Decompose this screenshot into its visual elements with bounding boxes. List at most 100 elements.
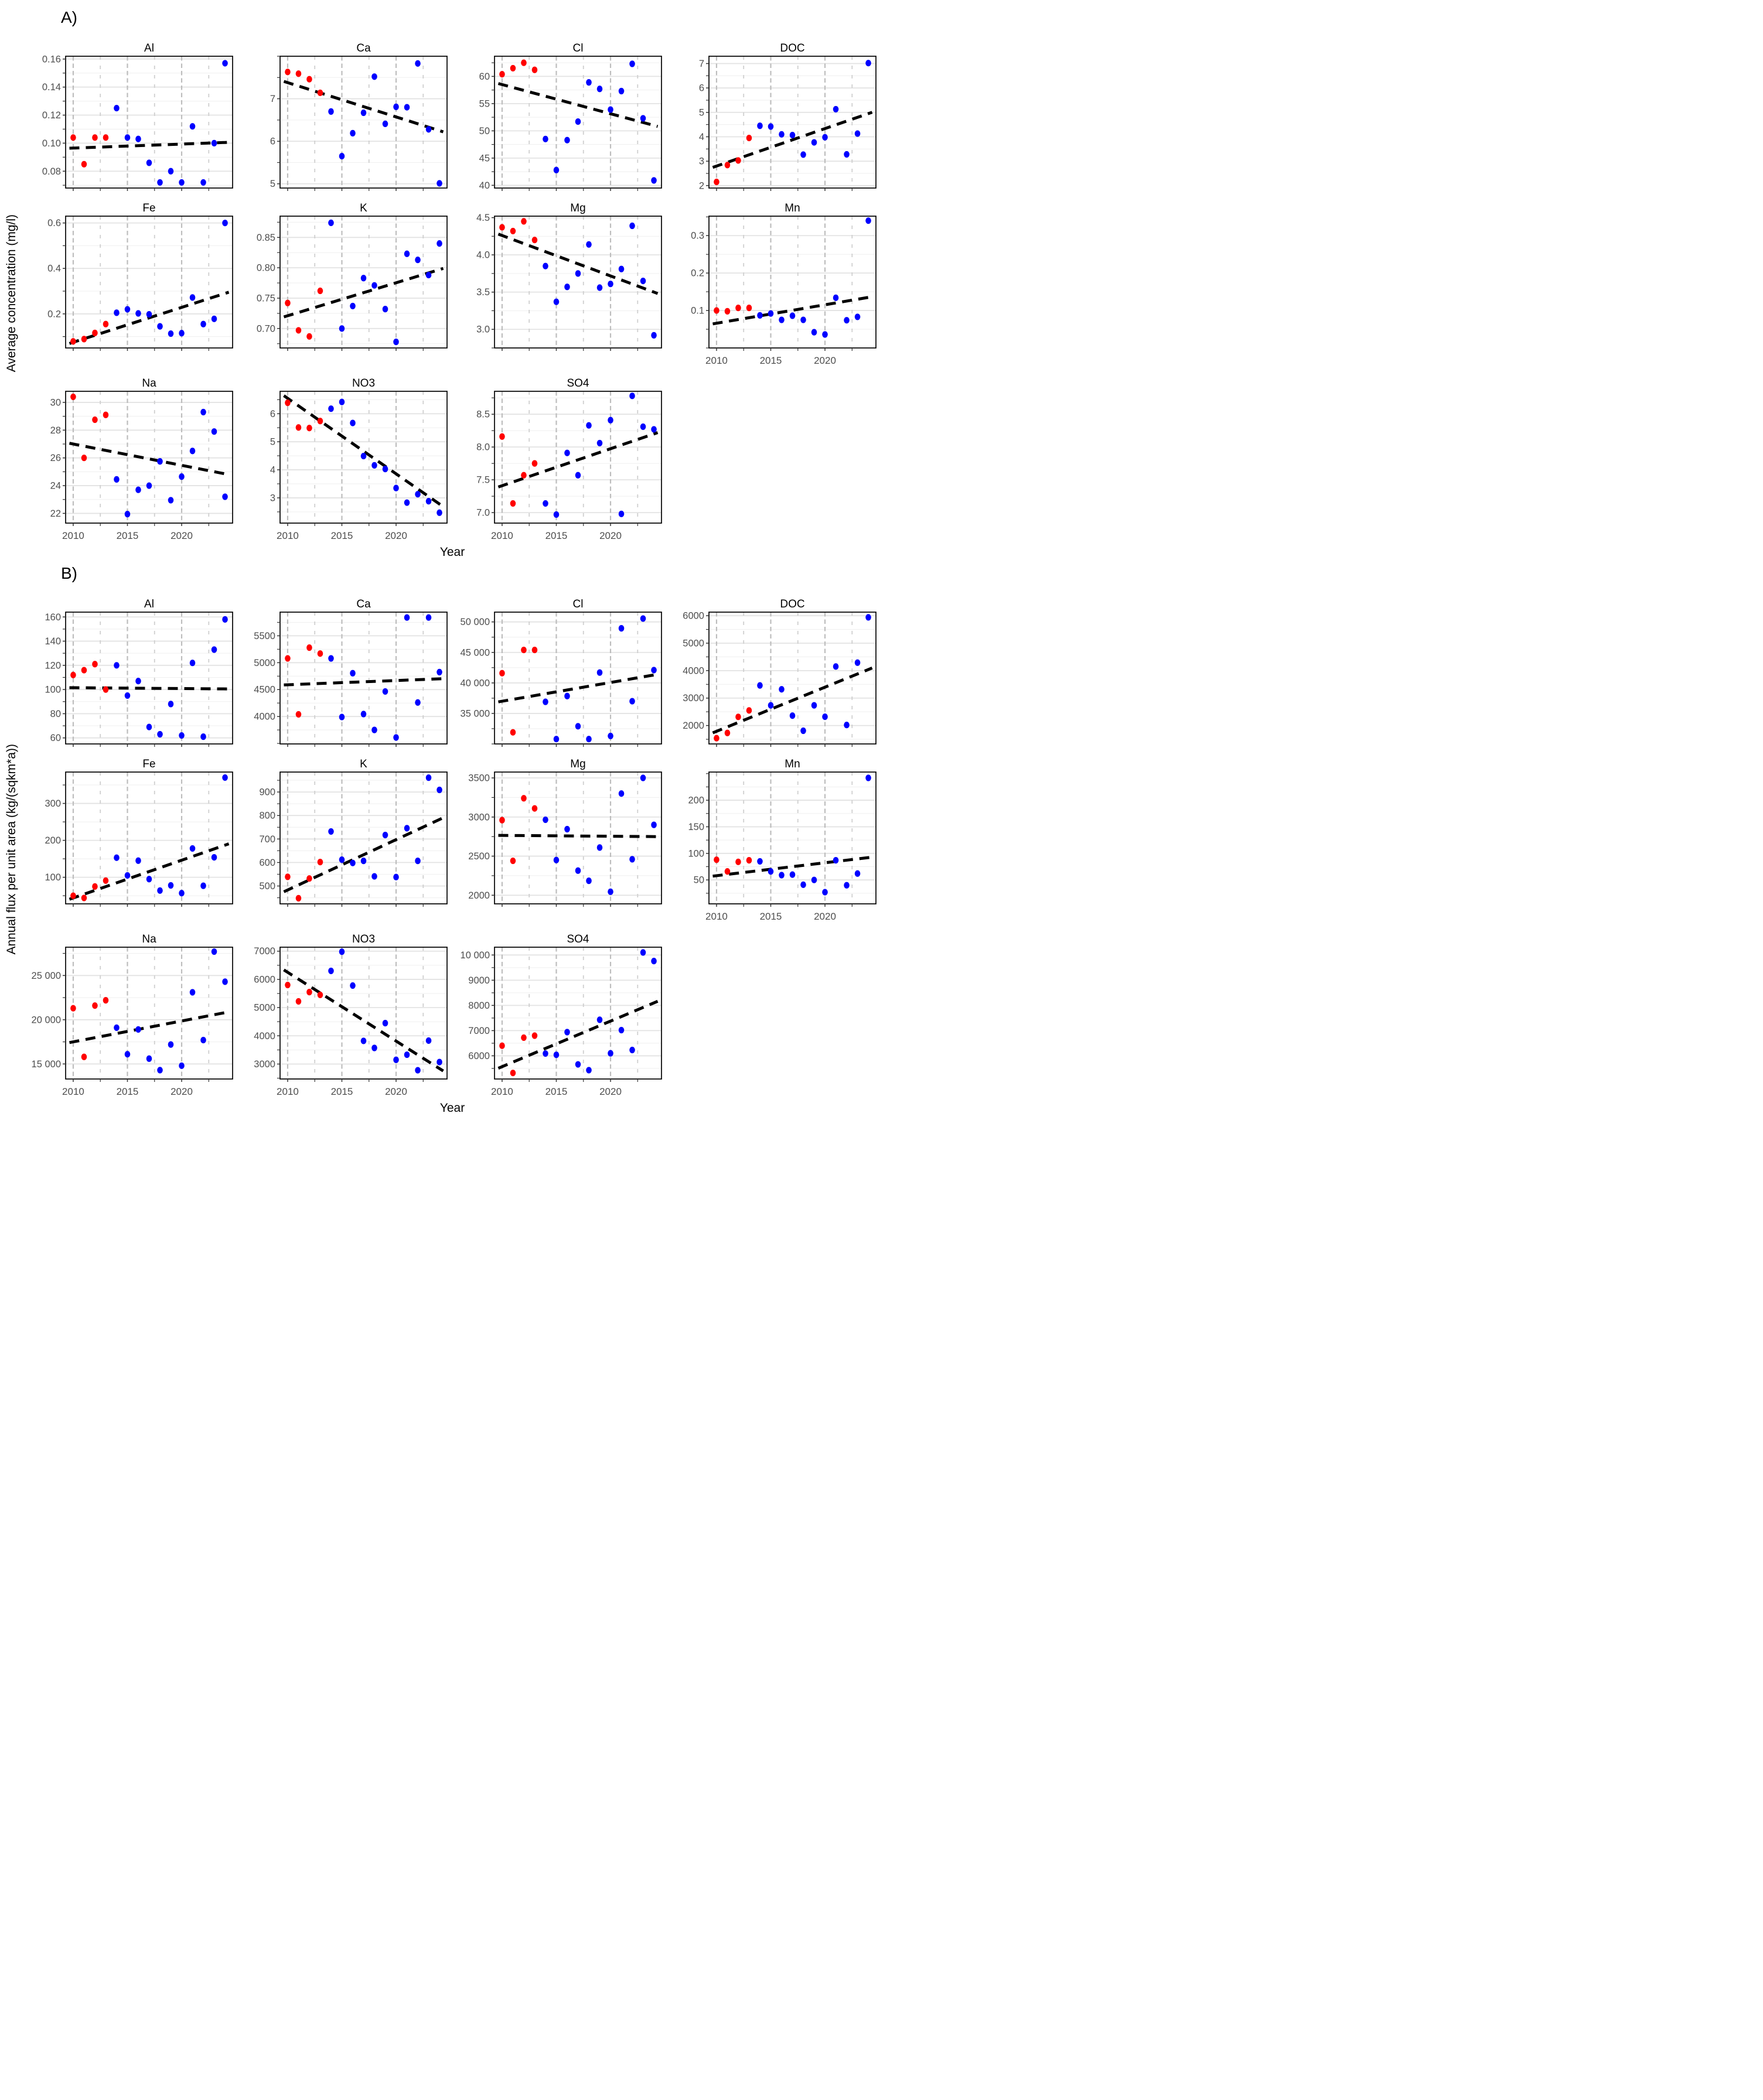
panel-background [495, 947, 661, 1079]
data-point-2021 [618, 87, 625, 95]
data-point-2016 [135, 1026, 141, 1033]
data-point-2011 [81, 894, 87, 902]
data-point-2024 [222, 616, 228, 623]
data-point-2012 [735, 157, 741, 164]
panel-border [708, 216, 877, 349]
data-point-2017 [575, 270, 581, 277]
y-tick-label: 0.2 [691, 268, 704, 279]
data-point-2023 [425, 498, 432, 505]
data-point-2015 [553, 166, 560, 173]
panel-fe-flux: 300 200 100 Fe [45, 758, 233, 907]
data-point-2013 [531, 237, 538, 244]
y-tick-label: 5 [270, 179, 275, 189]
data-point-2011 [81, 161, 87, 168]
data-point-2022 [415, 491, 421, 498]
x-axis-title-b: Year [439, 1101, 465, 1115]
data-point-2022 [629, 222, 635, 230]
data-point-2012 [521, 646, 527, 654]
panel-fe-concentration: 0.6 0.4 0.2 Fe [47, 202, 233, 351]
panel-border [279, 947, 448, 1080]
data-point-2022 [844, 151, 850, 158]
facet-title: Al [144, 598, 154, 610]
y-tick-label: 0.14 [42, 82, 61, 93]
data-point-2024 [865, 614, 871, 621]
data-point-2011 [81, 455, 87, 462]
data-point-2018 [800, 727, 806, 735]
data-point-2015 [553, 736, 560, 743]
panel-border [279, 612, 448, 745]
panel-background [280, 216, 447, 348]
data-point-2015 [553, 856, 560, 863]
x-tick-label: 2010 [491, 530, 513, 541]
data-point-2019 [811, 329, 817, 336]
facet-title: Mg [570, 202, 585, 214]
panel-so4-concentration: 8.5 8.0 7.5 7.0 2010 2015 2020 SO4 [476, 377, 662, 541]
data-point-2013 [531, 460, 538, 467]
data-point-2017 [575, 472, 581, 479]
facet-title: Cl [573, 598, 584, 610]
data-point-2024 [651, 958, 657, 965]
data-point-2024 [437, 509, 442, 516]
data-point-2021 [189, 845, 196, 852]
data-point-2020 [179, 473, 185, 480]
x-tick-label: 2015 [760, 911, 782, 922]
data-point-2010 [714, 178, 719, 186]
y-tick-label: 28 [50, 425, 61, 436]
x-tick-label: 2010 [277, 530, 299, 541]
panel-background [66, 216, 233, 348]
data-point-2020 [822, 889, 828, 896]
y-tick-label: 4 [699, 132, 704, 142]
data-point-2020 [179, 732, 185, 739]
y-tick-label: 3000 [468, 812, 490, 822]
data-point-2019 [596, 1016, 603, 1023]
data-point-2013 [103, 134, 109, 141]
y-tick-label: 5 [699, 107, 704, 118]
data-point-2024 [437, 786, 442, 794]
data-point-2013 [103, 997, 109, 1004]
data-point-2010 [499, 433, 505, 440]
data-point-2020 [608, 106, 613, 113]
panel-k-flux: 900 800 700 600 500 K [259, 758, 448, 907]
data-point-2013 [531, 805, 538, 812]
data-point-2022 [200, 320, 206, 327]
data-point-2024 [651, 667, 657, 674]
trend-line [498, 672, 658, 704]
data-point-2021 [833, 294, 839, 301]
data-point-2010 [70, 671, 76, 678]
y-tick-label: 900 [259, 787, 275, 798]
facet-title: DOC [780, 42, 804, 54]
data-point-2018 [371, 1044, 377, 1051]
panel-background [66, 772, 233, 904]
data-point-2014 [328, 967, 334, 975]
data-point-2018 [586, 79, 592, 86]
data-point-2020 [393, 339, 399, 346]
data-point-2023 [211, 139, 217, 147]
data-point-2018 [371, 726, 377, 733]
y-tick-label: 8000 [468, 1001, 490, 1011]
data-point-2020 [179, 330, 185, 337]
x-tick-label: 2010 [62, 1086, 84, 1097]
data-point-2021 [189, 123, 196, 130]
data-point-2012 [306, 644, 312, 651]
data-point-2018 [157, 323, 163, 330]
data-point-2019 [168, 882, 174, 889]
data-point-2014 [543, 262, 548, 269]
data-point-2021 [404, 1051, 410, 1058]
x-tick-label: 2015 [331, 1086, 353, 1097]
data-point-2013 [317, 991, 323, 999]
data-point-2019 [168, 330, 174, 337]
panel-ca-flux: 5500 5000 4500 4000 Ca [254, 598, 448, 747]
data-point-2017 [146, 310, 152, 318]
panel-background [495, 772, 661, 904]
data-point-2018 [800, 316, 806, 323]
data-point-2016 [779, 131, 785, 138]
y-tick-label: 5 [270, 437, 275, 448]
data-point-2022 [200, 882, 206, 889]
data-point-2018 [586, 241, 592, 248]
trend-line [69, 686, 229, 691]
data-point-2018 [371, 73, 377, 80]
data-point-2014 [543, 135, 548, 142]
data-point-2012 [92, 416, 98, 424]
data-point-2011 [295, 327, 302, 334]
data-point-2021 [833, 857, 839, 864]
